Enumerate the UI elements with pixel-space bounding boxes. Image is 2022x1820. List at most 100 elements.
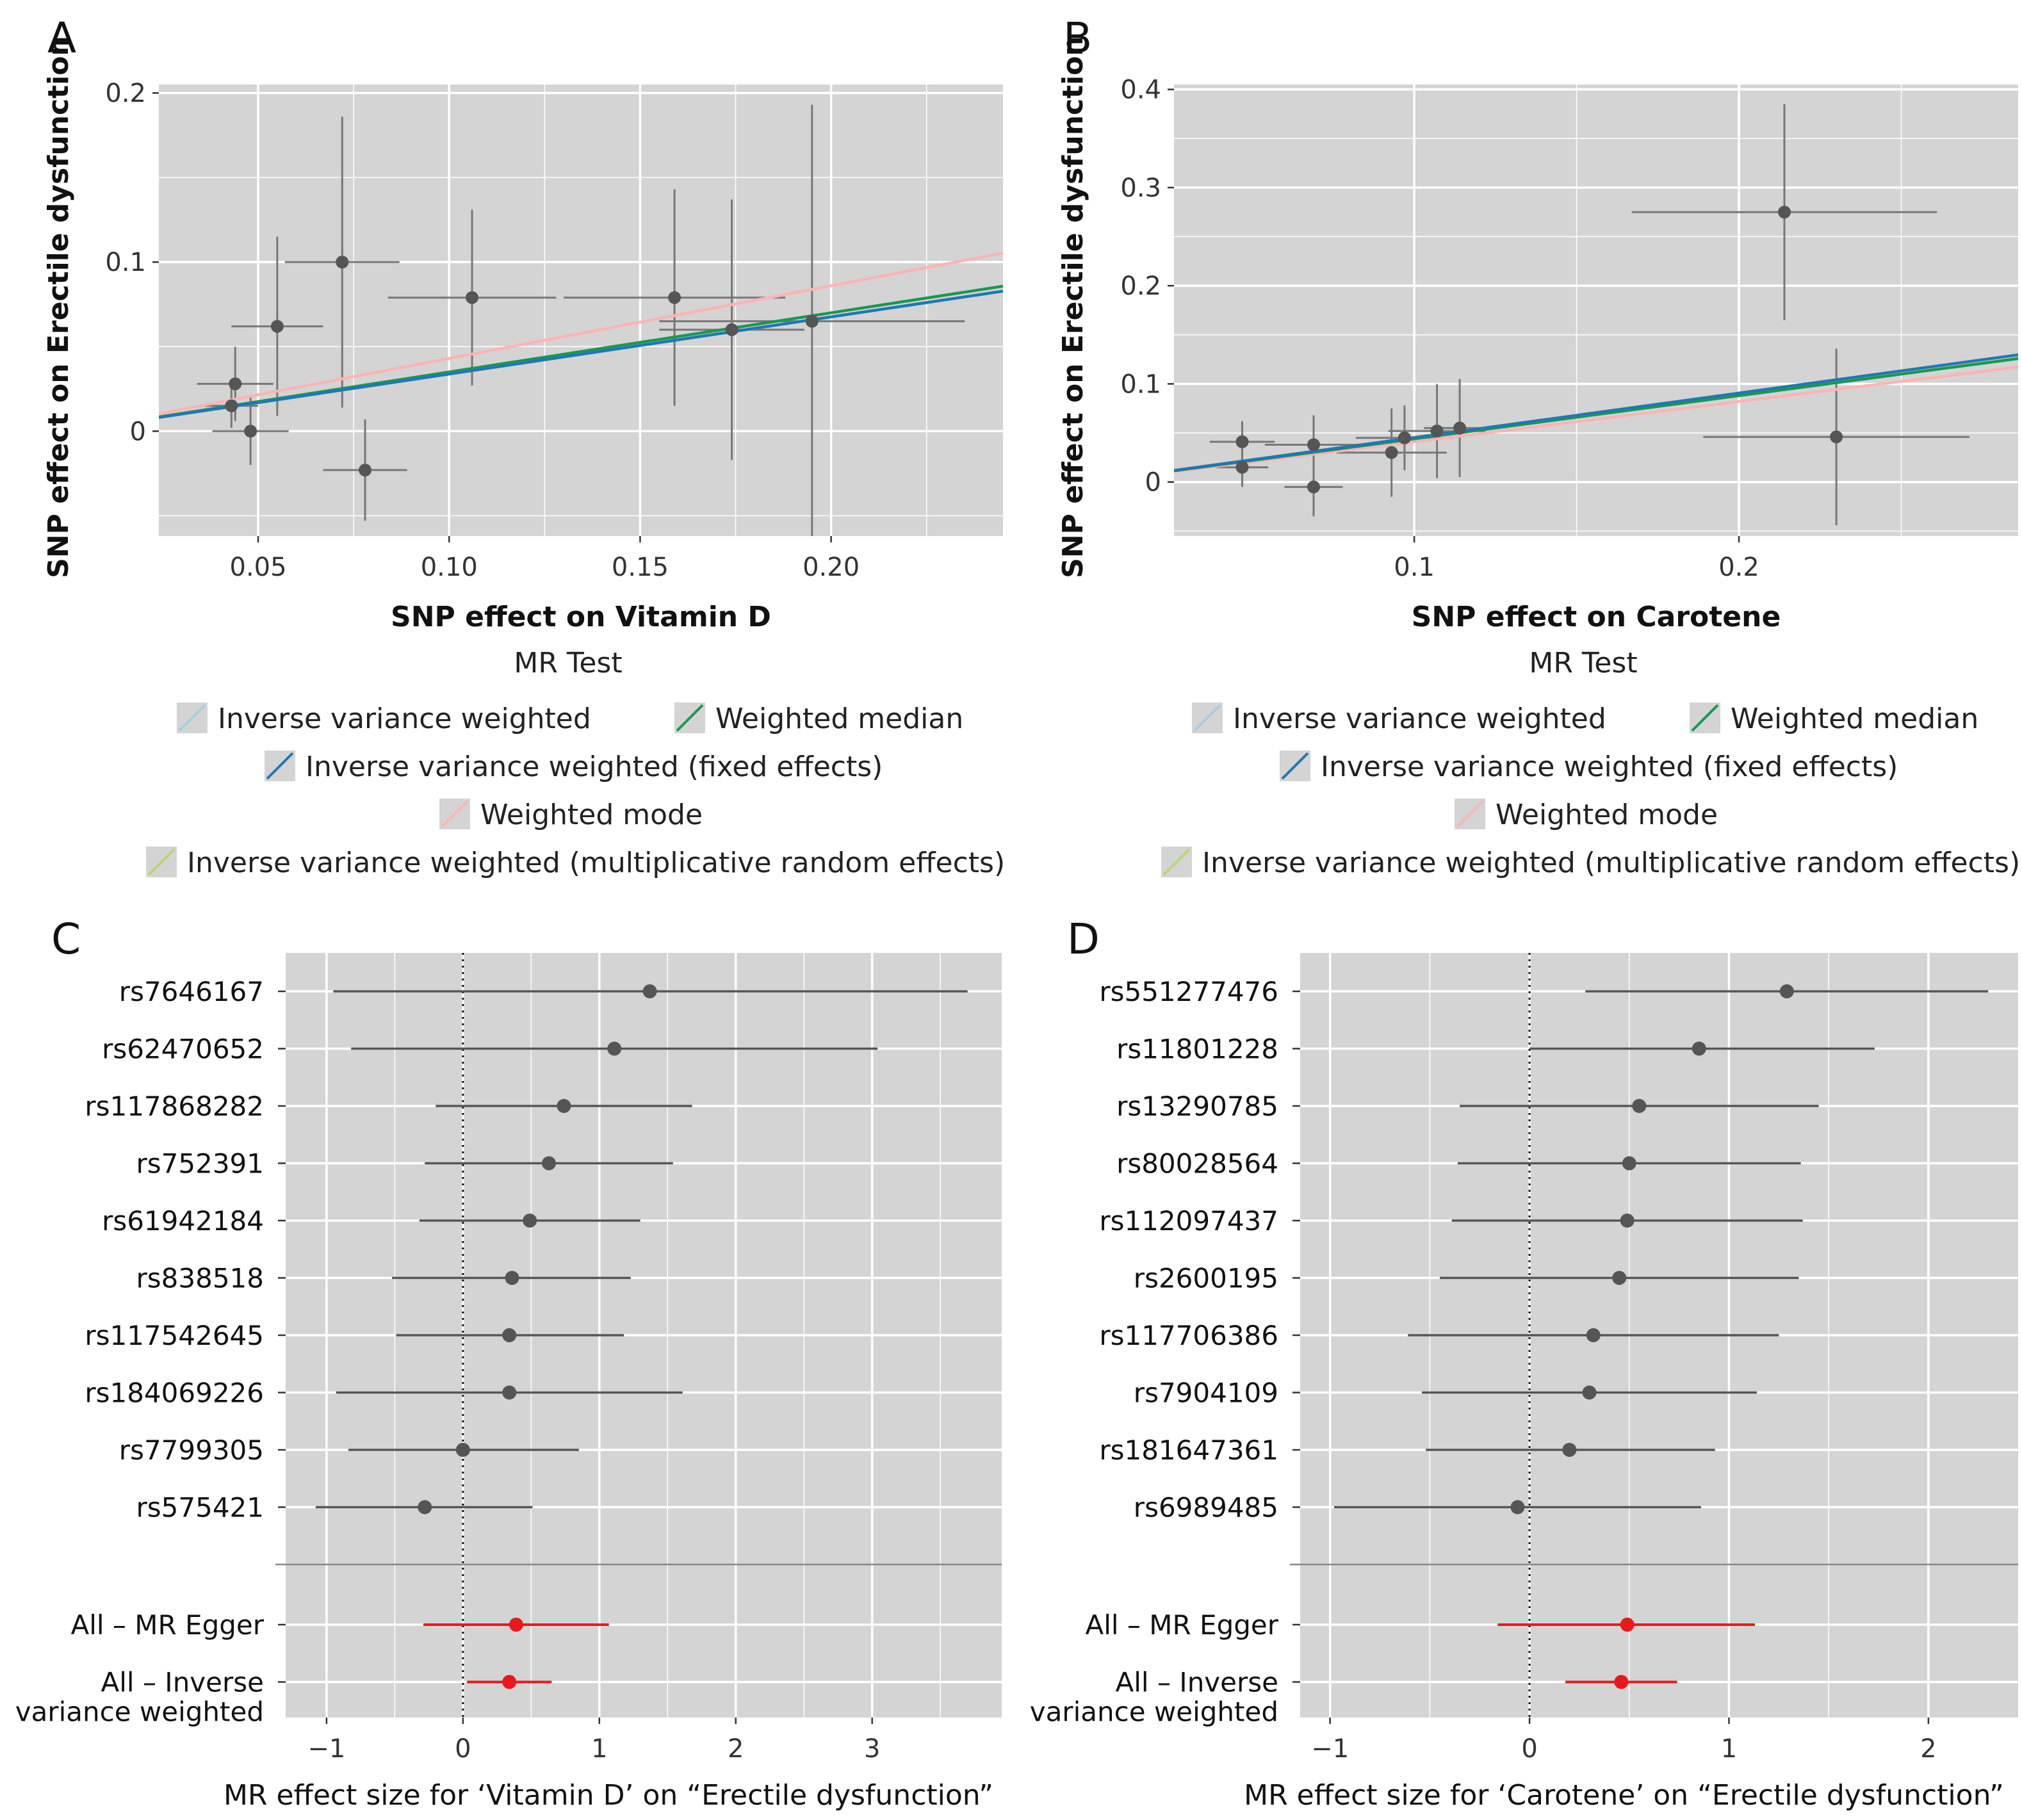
panel-letter: C bbox=[51, 914, 81, 964]
snp-label: rs62470652 bbox=[102, 1034, 264, 1065]
legend-label: Weighted mode bbox=[1496, 799, 1718, 831]
mr-line bbox=[159, 251, 1003, 416]
snp-estimate bbox=[1612, 1271, 1627, 1285]
snp-label: rs2600195 bbox=[1134, 1263, 1278, 1294]
summary-label: All – MR Egger bbox=[1085, 1609, 1278, 1641]
snp-row: rs13290785 bbox=[1116, 1091, 1819, 1122]
legend-key-line bbox=[1281, 752, 1309, 780]
snp-row: rs11801228 bbox=[1116, 1034, 1875, 1065]
summary-label: All – Inverse bbox=[101, 1666, 264, 1698]
snp-label: rs112097437 bbox=[1099, 1205, 1278, 1237]
snp-estimate bbox=[505, 1271, 519, 1285]
snp-point bbox=[805, 314, 819, 328]
legend-item: Inverse variance weighted (multiplicativ… bbox=[146, 847, 1005, 879]
summary-estimate bbox=[502, 1675, 517, 1689]
snp-point bbox=[270, 320, 284, 333]
legend-label: Weighted median bbox=[715, 703, 963, 735]
snp-label: rs7904109 bbox=[1134, 1377, 1278, 1409]
snp-rows: rs551277476 rs11801228 rs13290785 rs8002856… bbox=[1099, 976, 1989, 1523]
snp-point bbox=[668, 291, 681, 304]
y-tick-label: 0 bbox=[130, 417, 146, 446]
y-tick-label: 0.2 bbox=[105, 79, 146, 108]
summary-estimate bbox=[509, 1617, 523, 1632]
y-tick-label: 0.2 bbox=[1120, 272, 1161, 301]
snp-estimate bbox=[1582, 1385, 1597, 1400]
plot-panel bbox=[1174, 85, 2018, 536]
snp-label: rs13290785 bbox=[1116, 1091, 1278, 1122]
snp-estimate bbox=[502, 1328, 517, 1342]
legend-title: MR Test bbox=[1529, 647, 1637, 679]
snp-estimate bbox=[455, 1443, 470, 1457]
snp-point bbox=[225, 399, 238, 412]
snp-label: rs80028564 bbox=[1116, 1148, 1278, 1180]
x-tick-label: 0 bbox=[455, 1734, 471, 1764]
snp-label: rs752391 bbox=[136, 1148, 264, 1180]
snp-estimate bbox=[607, 1041, 622, 1056]
mr-line bbox=[1174, 365, 2018, 473]
x-axis: 0.05 0.10 0.15 0.20 bbox=[230, 536, 860, 582]
snp-row: rs7646167 bbox=[119, 976, 968, 1007]
snp-points bbox=[1235, 206, 1843, 494]
snp-estimate bbox=[1632, 1099, 1647, 1113]
snp-points bbox=[225, 256, 819, 477]
y-tick-label: 0.1 bbox=[1120, 370, 1161, 399]
x-tick-label: −1 bbox=[1311, 1734, 1349, 1764]
snp-row: rs2600195 bbox=[1134, 1263, 1799, 1294]
legend-label: Inverse variance weighted bbox=[218, 703, 591, 735]
legend-key-line bbox=[441, 800, 469, 828]
snp-row: rs551277476 bbox=[1099, 976, 1989, 1007]
mr-line bbox=[159, 289, 1003, 419]
snp-estimate bbox=[1562, 1443, 1577, 1457]
legend-key-line bbox=[1193, 704, 1221, 732]
legend-key-line bbox=[1456, 800, 1484, 828]
snp-label: rs6989485 bbox=[1134, 1492, 1278, 1523]
legend-label: Weighted median bbox=[1731, 703, 1978, 735]
snp-row: rs184069226 bbox=[85, 1377, 683, 1409]
legend-key-line bbox=[178, 704, 206, 732]
snp-point bbox=[1235, 435, 1249, 448]
x-tick-label: 0.2 bbox=[1718, 553, 1759, 582]
snp-label: rs11801228 bbox=[1116, 1034, 1278, 1065]
summary-estimate bbox=[1614, 1675, 1629, 1689]
x-tick-label: 0 bbox=[1521, 1734, 1537, 1764]
legend-key-line bbox=[1691, 704, 1719, 732]
snp-estimate bbox=[523, 1214, 537, 1228]
snp-estimate bbox=[418, 1500, 432, 1515]
x-axis-title: SNP effect on Vitamin D bbox=[391, 601, 771, 633]
snp-row: rs6989485 bbox=[1134, 1492, 1701, 1523]
snp-estimate bbox=[541, 1156, 556, 1171]
x-tick-label: 2 bbox=[728, 1734, 744, 1764]
snp-row: rs61942184 bbox=[102, 1205, 640, 1237]
x-axis: −1 0 1 2 3 bbox=[307, 1718, 880, 1764]
mr-lines bbox=[1174, 353, 2018, 473]
panel-letter: D bbox=[1067, 914, 1100, 964]
summary-estimate bbox=[1620, 1617, 1635, 1632]
y-axis: 0 0.1 0.2 0.3 0.4 bbox=[1120, 76, 1174, 498]
snp-label: rs117706386 bbox=[1099, 1320, 1278, 1351]
summary-label: All – Inverse bbox=[1116, 1666, 1278, 1698]
forest-panel-c: Crs7646167rs62470652rs117868282rs752391r… bbox=[15, 914, 1002, 1812]
legend-label: Inverse variance weighted bbox=[1233, 703, 1606, 735]
gridlines bbox=[1174, 85, 2018, 536]
summary-row: All – MR Egger bbox=[70, 1609, 609, 1641]
summary-label: variance weighted bbox=[15, 1696, 264, 1727]
x-axis-title: MR effect size for ‘Carotene’ on “Erecti… bbox=[1244, 1779, 2004, 1812]
legend-item: Weighted mode bbox=[439, 799, 703, 831]
x-tick-label: 3 bbox=[864, 1734, 880, 1764]
snp-point bbox=[1778, 206, 1791, 219]
snp-row: rs80028564 bbox=[1116, 1148, 1801, 1180]
snp-label: rs838518 bbox=[136, 1263, 264, 1294]
y-tick-label: 0.3 bbox=[1120, 174, 1161, 203]
legend: MR Test Inverse variance weighted Weighted… bbox=[1161, 647, 2020, 879]
snp-estimate bbox=[502, 1385, 517, 1400]
y-tick-label: 0 bbox=[1145, 468, 1161, 498]
legend-label: Inverse variance weighted (fixed effects… bbox=[1321, 751, 1898, 783]
snp-estimate bbox=[1620, 1214, 1635, 1228]
x-tick-label: 0.05 bbox=[230, 553, 287, 582]
snp-label: rs551277476 bbox=[1099, 976, 1278, 1007]
scatter-panel-b: B 0.1 0.2 0 0.1 0.2 0.3 0.4 SNP effect on Carote… bbox=[1057, 13, 2020, 879]
